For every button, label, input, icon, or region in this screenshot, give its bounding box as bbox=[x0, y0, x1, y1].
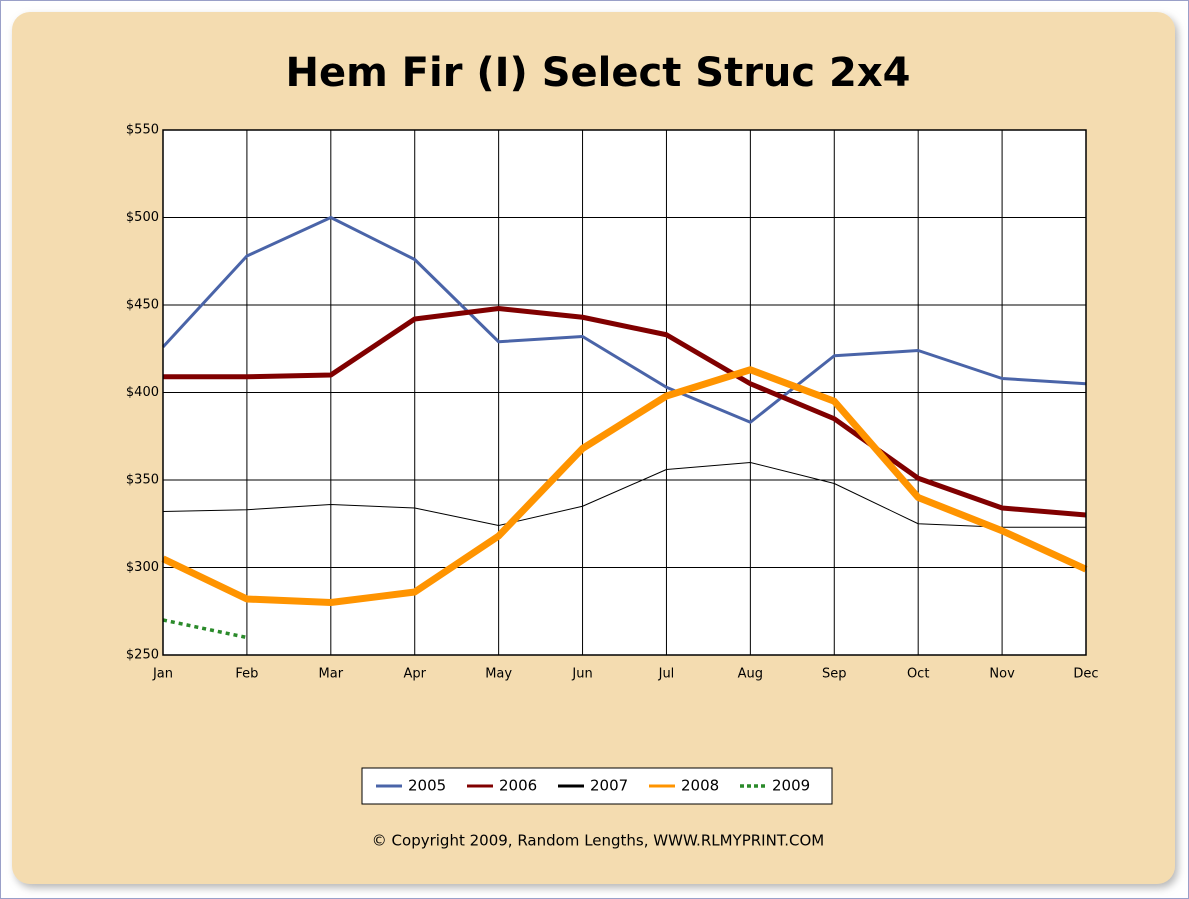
legend bbox=[361, 767, 833, 805]
legend-label: 2005 bbox=[408, 777, 446, 795]
y-tick-label: $250 bbox=[126, 648, 159, 663]
y-tick-label: $500 bbox=[126, 210, 159, 225]
x-tick-label: Apr bbox=[403, 667, 426, 682]
legend-label: 2009 bbox=[772, 777, 810, 795]
footnote: © Copyright 2009, Random Lengths, WWW.RL… bbox=[372, 832, 824, 850]
x-tick-label: Jun bbox=[571, 667, 592, 682]
x-tick-label: Sep bbox=[822, 667, 847, 682]
legend-label: 2008 bbox=[681, 777, 719, 795]
x-tick-label: Jul bbox=[658, 667, 675, 682]
y-tick-label: $400 bbox=[126, 385, 159, 400]
chart-title: Hem Fir (I) Select Struc 2x4 bbox=[285, 50, 910, 96]
series-line bbox=[162, 618, 248, 640]
x-tick-label: Aug bbox=[738, 667, 763, 682]
legend-label: 2007 bbox=[590, 777, 628, 795]
y-tick-label: $350 bbox=[126, 473, 159, 488]
y-tick-label: $550 bbox=[126, 123, 159, 138]
x-tick-label: Dec bbox=[1073, 667, 1098, 682]
series-line bbox=[161, 366, 1088, 606]
x-tick-label: Jan bbox=[152, 667, 173, 682]
y-tick-label: $300 bbox=[126, 560, 159, 575]
plot-border bbox=[162, 129, 1087, 656]
series-line bbox=[162, 462, 1086, 528]
x-tick-label: Feb bbox=[235, 667, 258, 682]
series-line bbox=[161, 216, 1087, 424]
x-tick-label: May bbox=[485, 667, 512, 682]
x-tick-label: Nov bbox=[989, 667, 1015, 682]
y-tick-label: $450 bbox=[126, 298, 159, 313]
x-tick-label: Oct bbox=[907, 667, 929, 682]
legend-label: 2006 bbox=[499, 777, 537, 795]
series-line bbox=[163, 306, 1087, 518]
x-tick-label: Mar bbox=[319, 667, 344, 682]
